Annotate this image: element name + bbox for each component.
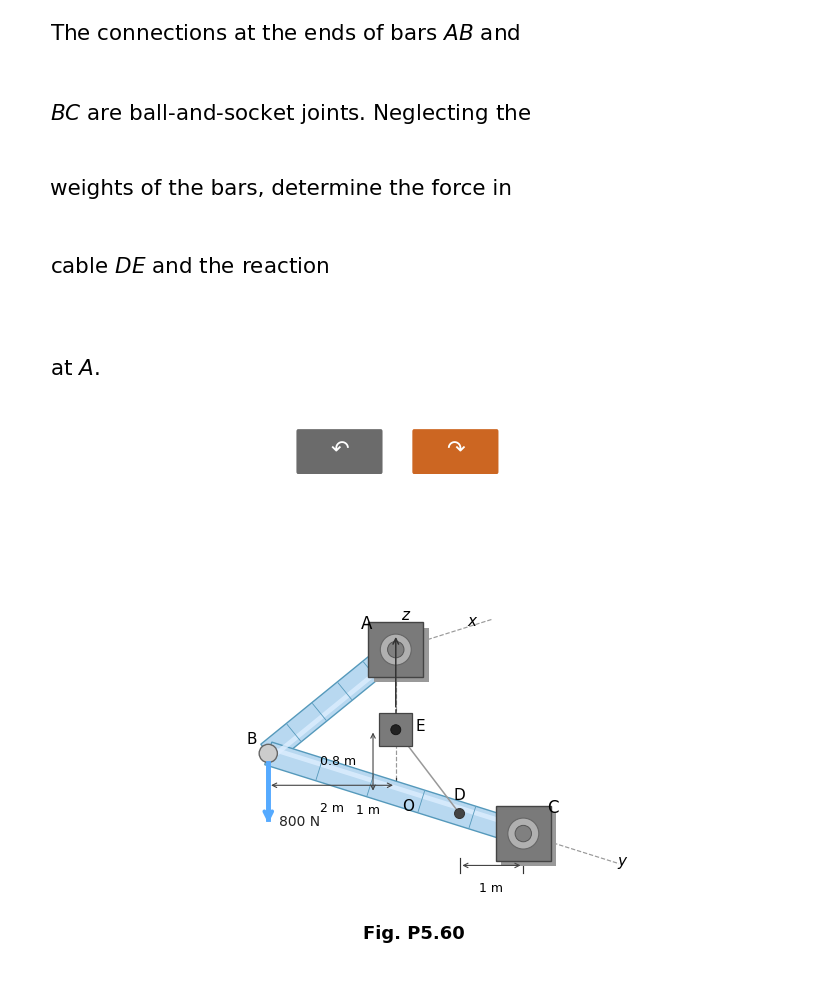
Polygon shape	[265, 743, 526, 845]
Text: ↶: ↶	[330, 441, 348, 461]
Text: at $\it{A}$.: at $\it{A}$.	[50, 359, 99, 379]
Text: The connections at the ends of bars $\it{AB}$ and: The connections at the ends of bars $\it…	[50, 24, 519, 44]
Text: 800 N: 800 N	[279, 814, 320, 828]
Polygon shape	[261, 641, 403, 762]
Text: Fig. P5.60: Fig. P5.60	[363, 925, 464, 943]
Polygon shape	[269, 747, 525, 830]
Text: 1 m: 1 m	[479, 882, 503, 895]
Text: A: A	[361, 615, 372, 633]
Text: D: D	[453, 787, 465, 802]
Text: y: y	[616, 854, 625, 869]
FancyBboxPatch shape	[412, 429, 498, 474]
Bar	[501, 811, 556, 866]
Text: O: O	[402, 798, 414, 813]
Text: B: B	[246, 733, 257, 748]
Bar	[495, 806, 550, 861]
Text: E: E	[415, 719, 425, 734]
Circle shape	[507, 818, 538, 849]
Polygon shape	[270, 652, 400, 759]
Bar	[374, 628, 428, 683]
Circle shape	[454, 808, 464, 818]
Circle shape	[390, 725, 400, 735]
Circle shape	[514, 825, 531, 841]
Text: 0.8 m: 0.8 m	[320, 755, 356, 768]
Text: z: z	[400, 608, 409, 623]
Text: C: C	[546, 799, 557, 817]
Bar	[379, 714, 412, 747]
Text: 1 m: 1 m	[356, 803, 380, 816]
Circle shape	[259, 745, 277, 762]
Circle shape	[387, 642, 404, 658]
FancyBboxPatch shape	[296, 429, 382, 474]
Text: $\it{BC}$ are ball-and-socket joints. Neglecting the: $\it{BC}$ are ball-and-socket joints. Ne…	[50, 102, 530, 126]
Text: cable $\it{DE}$ and the reaction: cable $\it{DE}$ and the reaction	[50, 256, 329, 276]
Bar	[368, 622, 423, 677]
Text: weights of the bars, determine the force in: weights of the bars, determine the force…	[50, 180, 511, 200]
Text: 2 m: 2 m	[320, 801, 343, 814]
Circle shape	[380, 634, 411, 665]
Text: ↷: ↷	[446, 441, 464, 461]
Text: x: x	[466, 614, 476, 629]
